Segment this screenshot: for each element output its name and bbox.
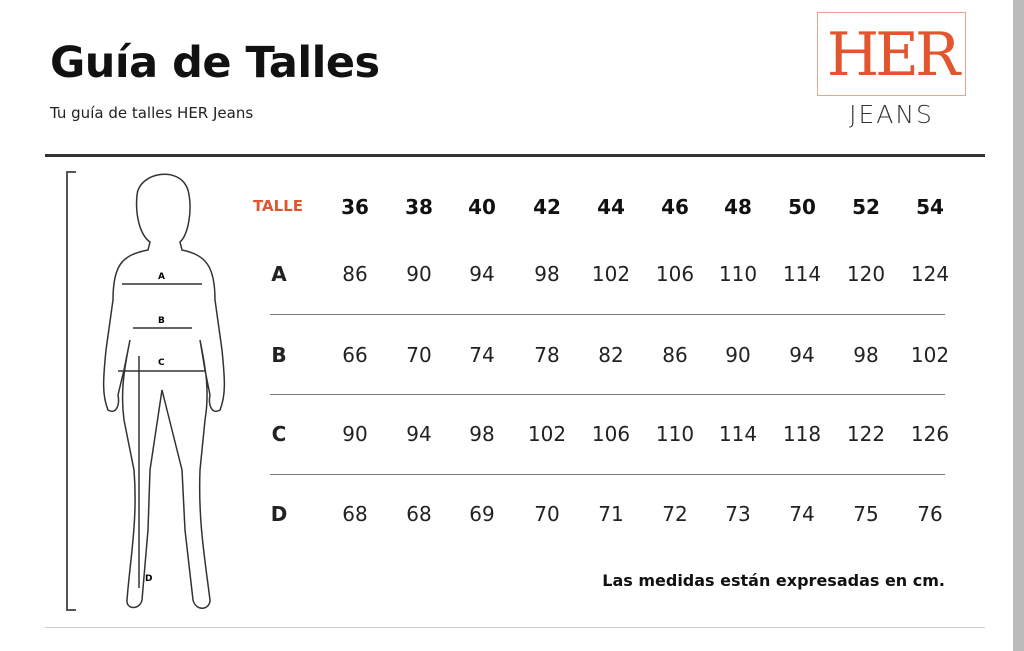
table-cell: 71 — [598, 502, 624, 526]
size-header: 40 — [468, 195, 496, 219]
table-cell: 70 — [406, 343, 432, 367]
size-header: 44 — [597, 195, 625, 219]
size-header: 42 — [533, 195, 561, 219]
page-title: Guía de Talles — [50, 38, 380, 88]
table-cell: 74 — [469, 343, 495, 367]
table-cell: 98 — [469, 422, 495, 446]
table-cell: 94 — [406, 422, 432, 446]
units-note: Las medidas están expresadas en cm. — [602, 571, 945, 590]
table-cell: 90 — [725, 343, 751, 367]
table-cell: 76 — [917, 502, 943, 526]
body-outline — [102, 173, 226, 609]
table-cell: 102 — [591, 262, 631, 286]
table-cell: 66 — [342, 343, 368, 367]
table-cell: 86 — [662, 343, 688, 367]
table-cell: 72 — [662, 502, 688, 526]
figure-label-b: B — [158, 316, 165, 326]
body-measurement-figure: A B C D — [66, 171, 226, 611]
size-header: 38 — [405, 195, 433, 219]
row-divider — [270, 314, 945, 315]
page-subtitle: Tu guía de talles HER Jeans — [50, 104, 254, 122]
table-cell: 75 — [853, 502, 879, 526]
table-cell: 122 — [846, 422, 886, 446]
figure-label-d: D — [145, 574, 152, 584]
table-cell: 118 — [782, 422, 822, 446]
table-cell: 106 — [655, 262, 695, 286]
table-cell: 73 — [725, 502, 751, 526]
size-header: 50 — [788, 195, 816, 219]
table-cell: 70 — [534, 502, 560, 526]
table-cell: 126 — [910, 422, 950, 446]
logo-jeans: JEANS — [849, 100, 934, 129]
row-divider — [270, 394, 945, 395]
table-cell: 102 — [527, 422, 567, 446]
table-cell: 90 — [406, 262, 432, 286]
table-cell: 110 — [718, 262, 758, 286]
size-header: 48 — [724, 195, 752, 219]
talle-header: TALLE — [252, 197, 304, 215]
table-cell: 94 — [789, 343, 815, 367]
table-cell: 68 — [342, 502, 368, 526]
figure-label-a: A — [158, 272, 165, 282]
table-cell: 69 — [469, 502, 495, 526]
row-label: C — [271, 422, 287, 446]
row-label: A — [271, 262, 287, 286]
table-cell: 90 — [342, 422, 368, 446]
table-cell: 68 — [406, 502, 432, 526]
size-header: 46 — [661, 195, 689, 219]
table-cell: 98 — [853, 343, 879, 367]
size-header: 54 — [916, 195, 944, 219]
logo-her: HER — [826, 20, 960, 90]
size-header: 52 — [852, 195, 880, 219]
side-strip — [1013, 0, 1024, 651]
brand-logo: HER — [817, 12, 966, 96]
table-cell: 78 — [534, 343, 560, 367]
table-cell: 98 — [534, 262, 560, 286]
size-header: 36 — [341, 195, 369, 219]
table-cell: 94 — [469, 262, 495, 286]
table-cell: 120 — [846, 262, 886, 286]
table-cell: 82 — [598, 343, 624, 367]
figure-label-c: C — [158, 358, 165, 368]
table-cell: 74 — [789, 502, 815, 526]
row-label: D — [270, 502, 288, 526]
top-divider — [45, 154, 985, 157]
table-cell: 114 — [782, 262, 822, 286]
height-bracket — [66, 171, 76, 611]
table-cell: 110 — [655, 422, 695, 446]
row-divider — [270, 474, 945, 475]
table-cell: 102 — [910, 343, 950, 367]
row-label: B — [271, 343, 287, 367]
bottom-divider — [45, 627, 985, 628]
table-cell: 124 — [910, 262, 950, 286]
table-cell: 106 — [591, 422, 631, 446]
table-cell: 86 — [342, 262, 368, 286]
table-cell: 114 — [718, 422, 758, 446]
